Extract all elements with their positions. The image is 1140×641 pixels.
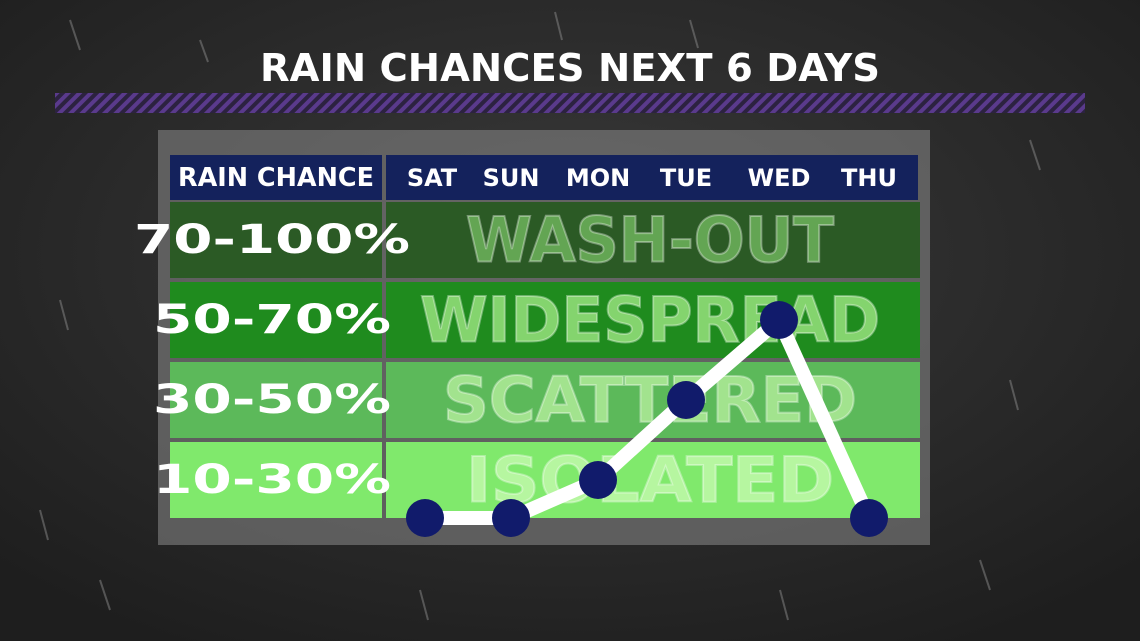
band-cell — [386, 442, 920, 518]
band-cell — [386, 202, 920, 278]
rain-point — [760, 301, 798, 339]
divider — [55, 93, 1085, 113]
band-name: WIDESPREAD — [420, 284, 880, 357]
rain-point — [492, 499, 530, 537]
band-label: 10-30% — [153, 457, 391, 503]
rain-point — [667, 381, 705, 419]
day-label: MON — [566, 164, 630, 192]
day-label: THU — [841, 164, 897, 192]
rain-point — [406, 499, 444, 537]
day-label: WED — [748, 164, 811, 192]
band-name: WASH-OUT — [466, 204, 834, 277]
band-label-cell — [170, 442, 382, 518]
band-label: 50-70% — [153, 297, 391, 343]
rain-streaks — [39, 11, 1041, 621]
header-label: RAIN CHANCE — [178, 163, 374, 193]
header-cell — [170, 155, 382, 200]
band-label-cell — [170, 282, 382, 358]
band-name: ISOLATED — [466, 444, 834, 517]
day-label: TUE — [660, 164, 712, 192]
day-label: SAT — [407, 164, 458, 192]
header-cell — [386, 155, 918, 200]
band-label: 30-50% — [153, 377, 391, 423]
band-label-cell — [170, 202, 382, 278]
band-cell — [386, 282, 920, 358]
rain-point — [579, 461, 617, 499]
band-label-cell — [170, 362, 382, 438]
title: RAIN CHANCES NEXT 6 DAYS — [260, 46, 880, 90]
rain-point — [850, 499, 888, 537]
band-label: 70-100% — [134, 217, 410, 263]
day-label: SUN — [483, 164, 540, 192]
